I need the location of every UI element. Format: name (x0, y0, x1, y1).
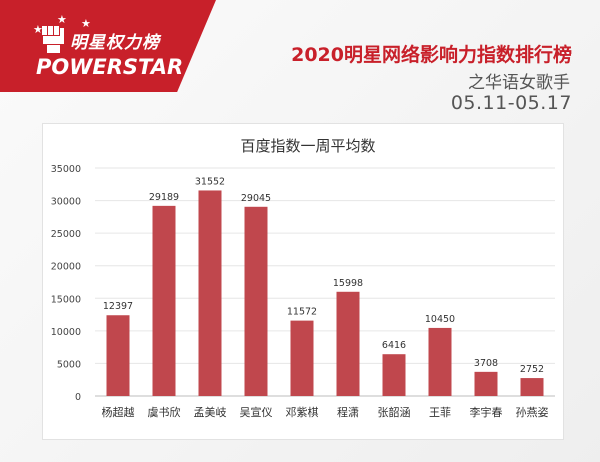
chart-title: 百度指数一周平均数 (240, 137, 375, 155)
date-range: 05.11-05.17 (450, 92, 572, 114)
x-tick-label: 杨超越 (102, 405, 135, 419)
y-tick-label: 20000 (51, 262, 81, 273)
bar-value-label: 3708 (474, 358, 498, 369)
bar (198, 190, 222, 396)
star-icon: ★ (57, 13, 67, 26)
logo-english-text: POWERSTAR (36, 55, 184, 79)
bar (290, 320, 314, 396)
bar (152, 205, 176, 396)
y-tick-label: 15000 (51, 294, 81, 305)
bar-value-label: 10450 (425, 314, 455, 325)
y-tick-label: 35000 (51, 164, 81, 175)
y-tick-label: 10000 (51, 327, 81, 338)
chart-card: 百度指数一周平均数 0 5000 10000 15000 20000 25000 30000… (42, 123, 564, 440)
bar-value-label: 29045 (241, 193, 271, 204)
page-title: 2020明星网络影响力指数排行榜 (291, 44, 572, 66)
x-tick-label: 邓紫棋 (286, 405, 319, 419)
x-tick-label: 吴宣仪 (240, 405, 273, 419)
y-tick-label: 30000 (51, 197, 81, 208)
y-tick-label: 0 (75, 392, 81, 403)
star-icon: ★ (33, 23, 43, 36)
x-tick-label: 王菲 (429, 406, 451, 419)
y-tick-label: 5000 (57, 359, 81, 370)
x-tick-label: 孟美岐 (194, 406, 227, 419)
bar-value-label: 12397 (103, 301, 133, 312)
x-tick-label: 张韶涵 (378, 405, 411, 419)
x-tick-label: 孙燕姿 (516, 406, 549, 419)
bar-value-label: 15998 (333, 278, 363, 289)
bar-chart: 百度指数一周平均数 0 5000 10000 15000 20000 25000 30000… (51, 137, 555, 419)
bar (382, 354, 406, 396)
bar-value-label: 2752 (520, 364, 544, 375)
bar-value-label: 31552 (195, 176, 225, 187)
y-tick-label: 25000 (51, 229, 81, 240)
y-axis: 0 5000 10000 15000 20000 25000 30000 35000 (51, 164, 81, 403)
bar (428, 327, 452, 396)
bar (106, 315, 130, 396)
bar (520, 378, 544, 396)
x-tick-label: 程潇 (337, 406, 359, 419)
bars: 12397 29189 31552 29045 11572 15998 6416 10450 3… (103, 176, 544, 396)
bar-value-label: 6416 (382, 340, 406, 351)
bar (336, 291, 360, 396)
fist-icon (42, 26, 64, 53)
logo-chinese-text: 明星权力榜 (70, 33, 160, 53)
x-tick-label: 虞书欣 (148, 405, 181, 419)
page-subtitle: 之华语女歌手 (468, 73, 570, 93)
bar-value-label: 11572 (287, 307, 317, 318)
star-icon: ★ (81, 17, 91, 30)
powerstar-logo: ★ ★ ★ 明星权力榜 POWERSTAR (0, 0, 216, 92)
x-tick-label: 李宇春 (470, 405, 503, 419)
bar (244, 206, 268, 396)
bar-value-label: 29189 (149, 192, 179, 203)
bar (474, 371, 498, 396)
x-axis: 杨超越 虞书欣 孟美岐 吴宣仪 邓紫棋 程潇 张韶涵 王菲 李宇春 孙燕姿 (102, 405, 549, 419)
header-banner: ★ ★ ★ 明星权力榜 POWERSTAR 2020明星网络影响力指数排行榜 之… (0, 0, 600, 120)
